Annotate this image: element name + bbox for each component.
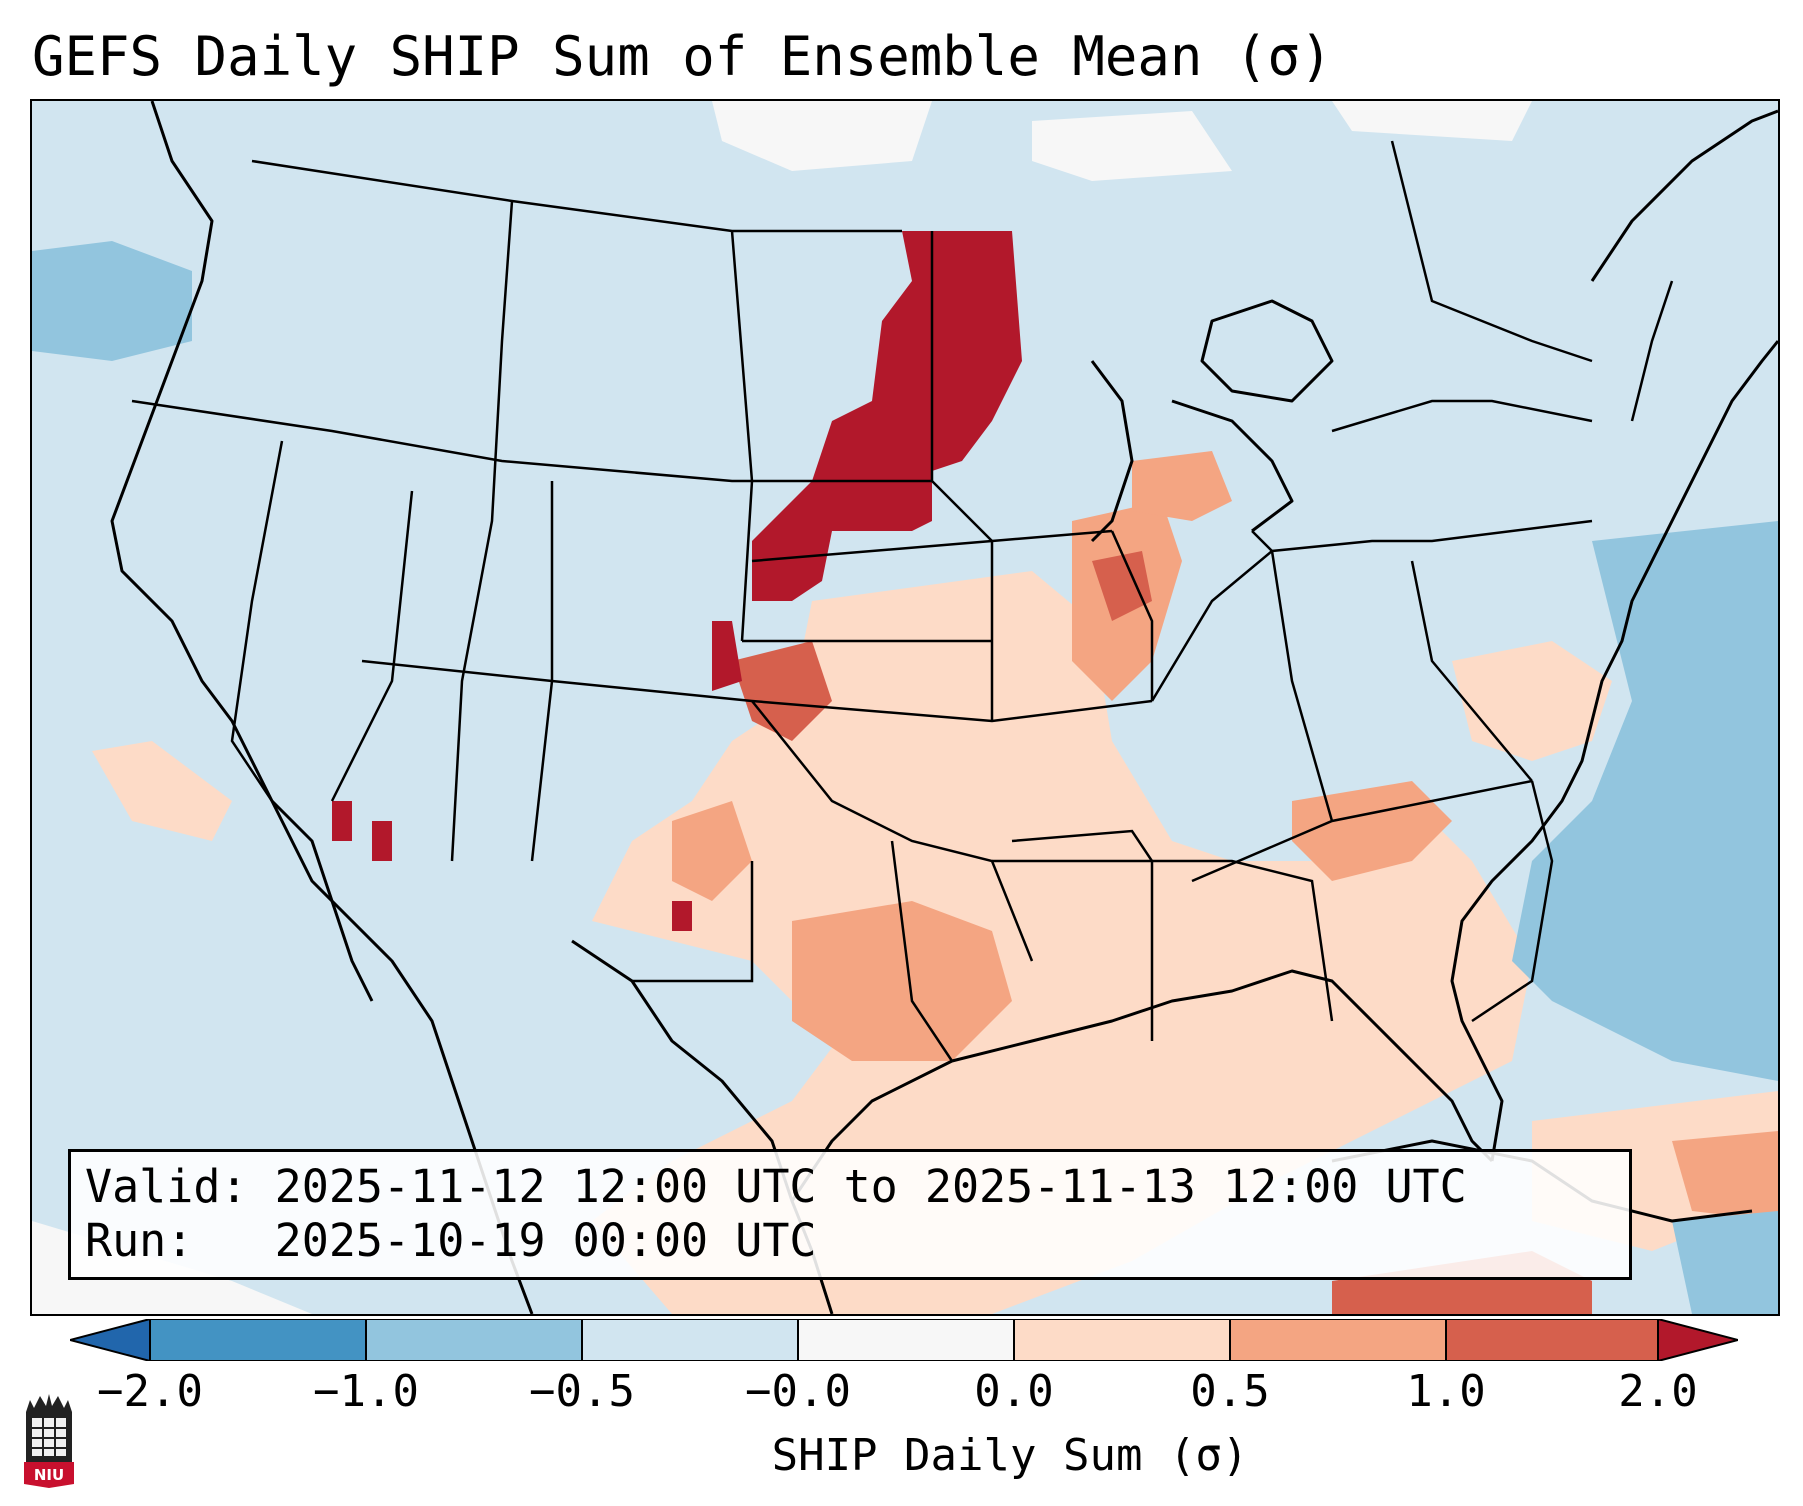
colorbar-segment-5 [1014,1319,1230,1361]
niu-logo-text: NIU [34,1466,64,1484]
colorbar-tick-label: −0.5 [529,1366,635,1417]
valid-value: 2025-11-12 12:00 UTC to 2025-11-13 12:00… [274,1160,1467,1213]
map-svg [32,101,1778,1314]
colorbar-over-arrow [1658,1319,1738,1361]
colorbar-tick-label: 2.0 [1618,1366,1698,1417]
colorbar-segment-4 [798,1319,1014,1361]
colorbar-ticks [149,1319,1659,1361]
colorbar-segment-3 [582,1319,798,1361]
colorbar-segment-1 [150,1319,366,1361]
state-borders [131,140,1674,1062]
colorbar-segment-6 [1230,1319,1446,1361]
map-panel [30,99,1780,1316]
colorbar-segment-7 [1446,1319,1658,1361]
positive-anomaly-extreme [332,231,1022,931]
colorbar-tick-label: −1.0 [313,1366,419,1417]
valid-run-info-box: Valid: 2025-11-12 12:00 UTC to 2025-11-1… [68,1149,1632,1280]
run-label: Run: [85,1214,194,1267]
colorbar-tick-label: −2.0 [97,1366,203,1417]
colorbar [70,1319,1738,1361]
colorbar-tick-label: 0.5 [1190,1366,1270,1417]
colorbar-axis-label: SHIP Daily Sum (σ) [771,1430,1249,1481]
colorbar-tick-label: −0.0 [745,1366,851,1417]
coastlines [110,101,1778,1314]
chart-title: GEFS Daily SHIP Sum of Ensemble Mean (σ) [32,25,1333,88]
colorbar-tick-label: 0.0 [974,1366,1054,1417]
negative-anomaly [32,241,1778,1314]
run-value: 2025-10-19 00:00 UTC [274,1214,817,1267]
colorbar-tick-label: 1.0 [1406,1366,1486,1417]
valid-label: Valid: [85,1160,248,1213]
niu-logo-icon: NIU [24,1394,74,1488]
colorbar-under-arrow [70,1319,150,1361]
colorbar-segment-2 [366,1319,582,1361]
